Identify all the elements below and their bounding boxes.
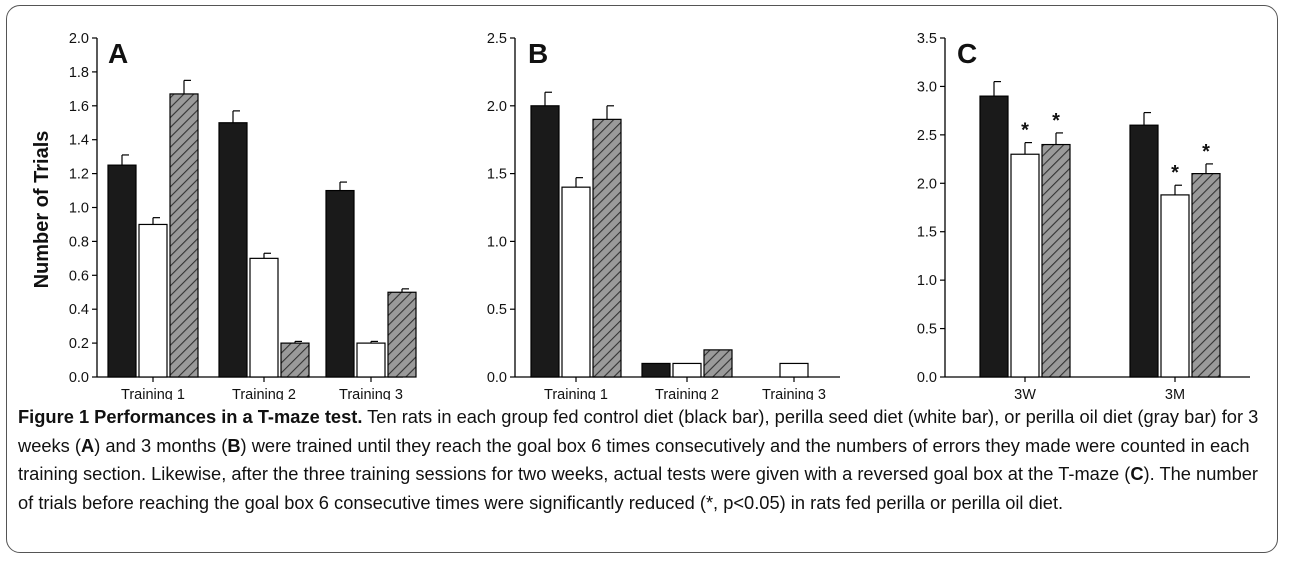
bar-solid xyxy=(530,105,560,378)
caption-lead: Figure 1 Performances in a T-maze test. xyxy=(18,406,363,427)
category-label: Training 2 xyxy=(655,387,719,400)
y-tick-label: 0.8 xyxy=(69,234,89,250)
panel-label: B xyxy=(528,38,548,69)
bar-open xyxy=(561,186,591,378)
bar-hatched xyxy=(1041,143,1071,378)
caption-segment: Ten rats in each group fed control diet … xyxy=(18,406,1259,456)
bar-hatched xyxy=(592,118,622,378)
bar-solid xyxy=(107,164,137,378)
significance-mark: * xyxy=(1021,120,1029,142)
bar-open xyxy=(779,362,809,378)
y-tick-label: 0.2 xyxy=(69,336,89,352)
y-tick-label: 1.5 xyxy=(917,225,937,241)
caption-segment: ) were trained until they reach the goal… xyxy=(18,434,1250,485)
y-tick-label: 0.4 xyxy=(69,302,89,318)
y-tick-label: 0.0 xyxy=(917,370,937,386)
y-tick-label: 2.0 xyxy=(487,99,507,115)
y-tick-label: 1.0 xyxy=(487,234,507,250)
bar-open xyxy=(1160,194,1190,378)
category-label: Training 3 xyxy=(762,387,826,400)
y-tick-label: 1.8 xyxy=(69,65,89,81)
bar-hatched xyxy=(169,93,199,378)
category-label: Training 2 xyxy=(232,387,296,400)
panel-label: C xyxy=(957,38,977,69)
y-tick-label: 1.0 xyxy=(917,273,937,289)
y-tick-label: 2.5 xyxy=(917,128,937,144)
y-tick-label: 1.0 xyxy=(69,201,89,217)
chart-panel-b: 0.0 0.5 1.0 1.5 2.0 2.5 B Training 1 Training 2 T… xyxy=(487,31,840,400)
bar-open xyxy=(138,223,168,378)
caption-segment: B xyxy=(227,434,241,456)
y-tick-label: 0.6 xyxy=(69,268,89,284)
caption-segment: ) and 3 months ( xyxy=(94,434,228,456)
y-tick-label: 1.5 xyxy=(487,167,507,183)
bar-solid xyxy=(979,95,1009,378)
category-label: 3M xyxy=(1165,387,1185,400)
y-tick-label: 0.5 xyxy=(487,302,507,318)
figure-panels: 0.0 0.2 0.4 0.6 0.8 1.0 1.2 1.4 1.6 1.8 2.0 Number … xyxy=(31,31,1250,400)
bar-hatched xyxy=(703,349,733,378)
bar-solid xyxy=(218,122,248,378)
significance-mark: * xyxy=(1202,141,1210,163)
y-tick-label: 0.5 xyxy=(917,322,937,338)
significance-mark: * xyxy=(1171,162,1179,184)
figure-frame xyxy=(6,5,1278,553)
panel-label: A xyxy=(108,38,128,69)
y-tick-label: 3.5 xyxy=(917,31,937,47)
caption-segment: A xyxy=(81,434,95,456)
bar-hatched xyxy=(1191,173,1221,378)
significance-mark: * xyxy=(1052,110,1060,132)
category-label: 3W xyxy=(1014,387,1036,400)
bar-open xyxy=(1010,153,1040,378)
category-label: Training 1 xyxy=(544,387,608,400)
y-tick-label: 2.0 xyxy=(917,176,937,192)
chart-panel-a: 0.0 0.2 0.4 0.6 0.8 1.0 1.2 1.4 1.6 1.8 2.0 Number … xyxy=(31,31,417,400)
y-tick-label: 0.0 xyxy=(487,370,507,386)
bar-solid xyxy=(1129,124,1159,378)
y-tick-label: 2.0 xyxy=(69,31,89,47)
bar-open xyxy=(249,257,279,378)
y-tick-label: 1.6 xyxy=(69,99,89,115)
y-tick-label: 2.5 xyxy=(487,31,507,47)
figure-caption: Figure 1 Performances in a T-maze test. … xyxy=(18,403,1268,517)
bar-solid xyxy=(641,362,671,378)
chart-panel-c: 0.0 0.5 1.0 1.5 2.0 2.5 3.0 3.5 C 3W 3M * * * * xyxy=(917,31,1250,400)
y-axis-title: Number of Trials xyxy=(31,131,53,289)
caption-segment: C xyxy=(1130,463,1144,484)
y-tick-label: 1.4 xyxy=(69,133,89,149)
category-label: Training 1 xyxy=(121,387,185,400)
bar-open xyxy=(356,342,386,378)
bar-solid xyxy=(325,189,355,378)
y-tick-label: 3.0 xyxy=(917,79,937,95)
y-tick-label: 0.0 xyxy=(69,370,89,386)
bar-open xyxy=(672,362,702,378)
bar-hatched xyxy=(280,342,310,378)
caption-segment: ). The number of trials before reaching … xyxy=(18,463,1259,513)
y-tick-label: 1.2 xyxy=(69,167,89,183)
bar-hatched xyxy=(387,291,417,378)
category-label: Training 3 xyxy=(339,387,403,400)
